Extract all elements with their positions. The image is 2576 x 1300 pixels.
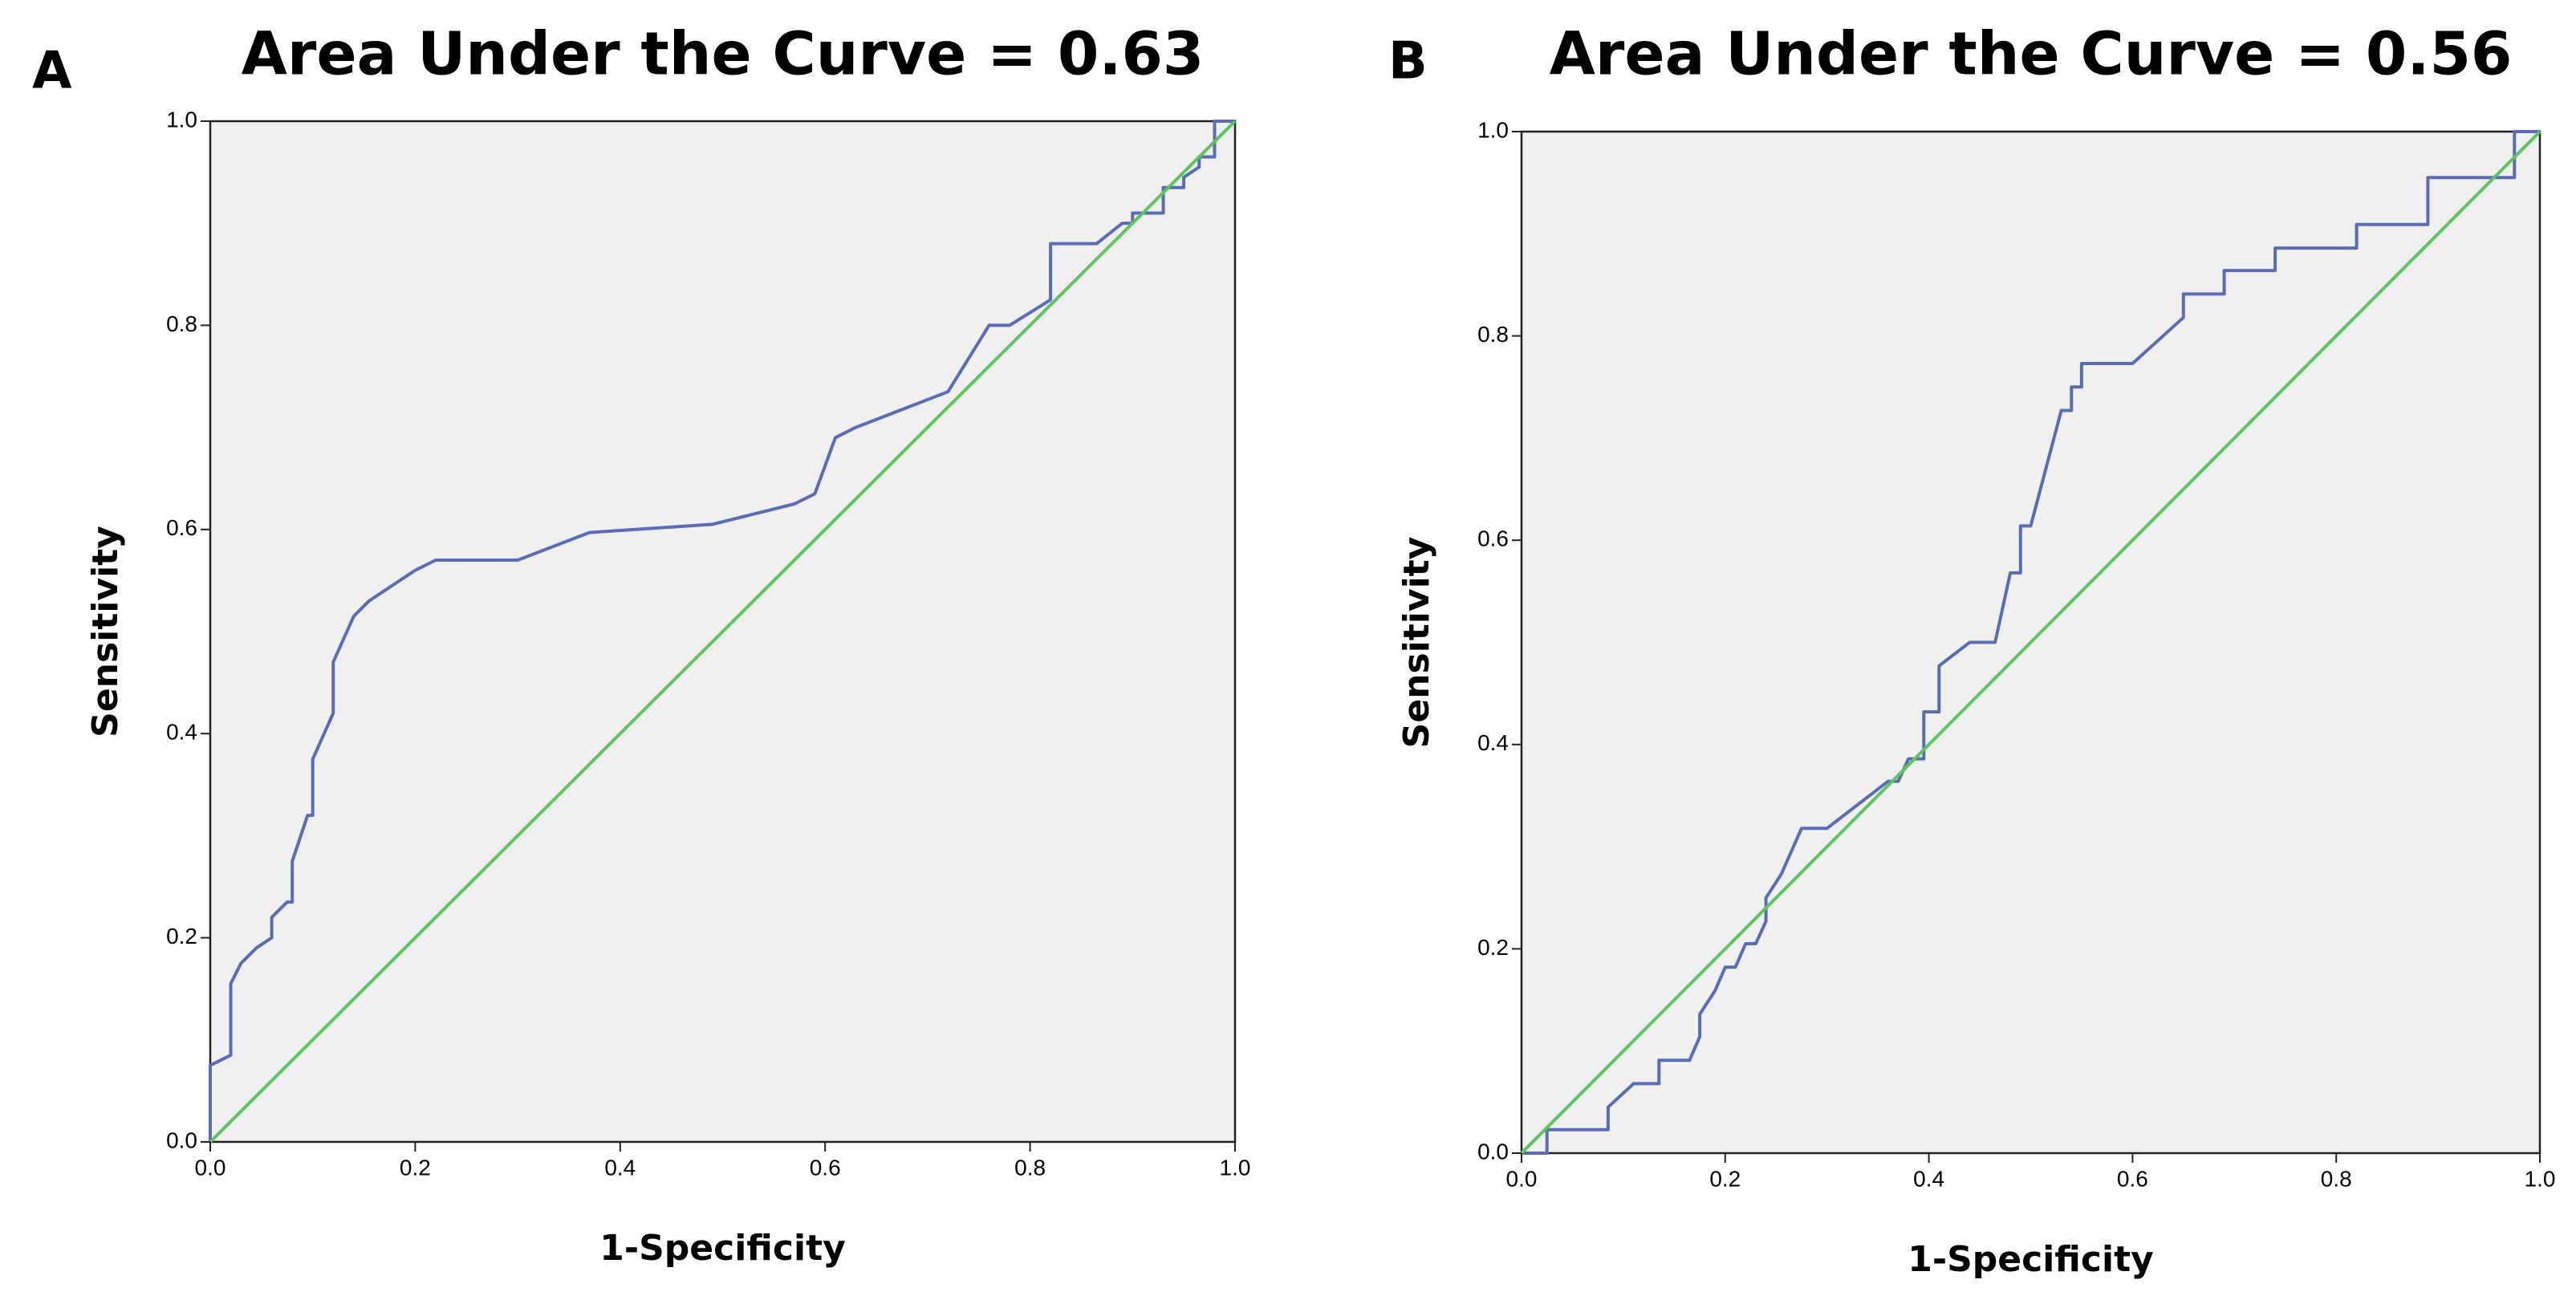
x-tick-label: 0.0 (195, 1155, 226, 1180)
y-tick-label: 0.6 (1477, 526, 1509, 551)
y-tick-label: 0.0 (1477, 1139, 1509, 1164)
x-axis-label: 1-Specificity (599, 1228, 846, 1269)
x-tick-label: 0.4 (604, 1155, 636, 1180)
x-axis-label: 1-Specificity (1908, 1239, 2154, 1280)
panel-label: B (1388, 32, 1428, 91)
y-tick-label: 0.8 (1477, 322, 1509, 347)
x-tick-label: 1.0 (2525, 1166, 2556, 1191)
y-tick-label: 0.2 (1477, 935, 1509, 960)
y-tick-label: 0.4 (1477, 730, 1509, 755)
y-tick-label: 0.0 (166, 1127, 197, 1152)
x-tick-label: 0.2 (400, 1155, 431, 1180)
chart-title: Area Under the Curve = 0.63 (242, 20, 1205, 89)
y-axis-label: Sensitivity (85, 526, 126, 737)
y-tick-label: 1.0 (1477, 117, 1509, 142)
y-tick-label: 0.4 (166, 720, 197, 745)
x-tick-label: 0.6 (810, 1155, 841, 1180)
y-tick-label: 0.6 (166, 515, 197, 540)
y-axis-label: Sensitivity (1396, 537, 1437, 749)
x-tick-label: 1.0 (1220, 1155, 1251, 1180)
x-tick-label: 0.8 (1014, 1155, 1046, 1180)
x-tick-label: 0.2 (1709, 1166, 1741, 1191)
x-tick-label: 0.8 (2321, 1166, 2352, 1191)
reference-line (1520, 130, 2541, 1155)
roc-curve (1522, 130, 2540, 1155)
x-tick-label: 0.6 (2117, 1166, 2148, 1191)
x-tick-label: 0.4 (1913, 1166, 1944, 1191)
roc-curve (209, 120, 1235, 1142)
chart-title: Area Under the Curve = 0.56 (1550, 20, 2513, 89)
panel-label: A (32, 42, 72, 101)
panel: 0.0 0.2 0.4 0.6 0.8 1.0 0.0 0.2 0.4 0.6 0.8 1.0 1-Sp… (1388, 20, 2555, 1281)
reference-line (209, 120, 1237, 1144)
panel: 0.0 0.2 0.4 0.6 0.8 1.0 0.0 0.2 0.4 0.6 0.8 1.0 1-Sp… (32, 20, 1250, 1270)
y-tick-label: 0.8 (166, 311, 197, 336)
y-tick-label: 1.0 (166, 107, 197, 132)
y-tick-label: 0.2 (166, 924, 197, 949)
x-tick-label: 0.0 (1506, 1166, 1538, 1191)
